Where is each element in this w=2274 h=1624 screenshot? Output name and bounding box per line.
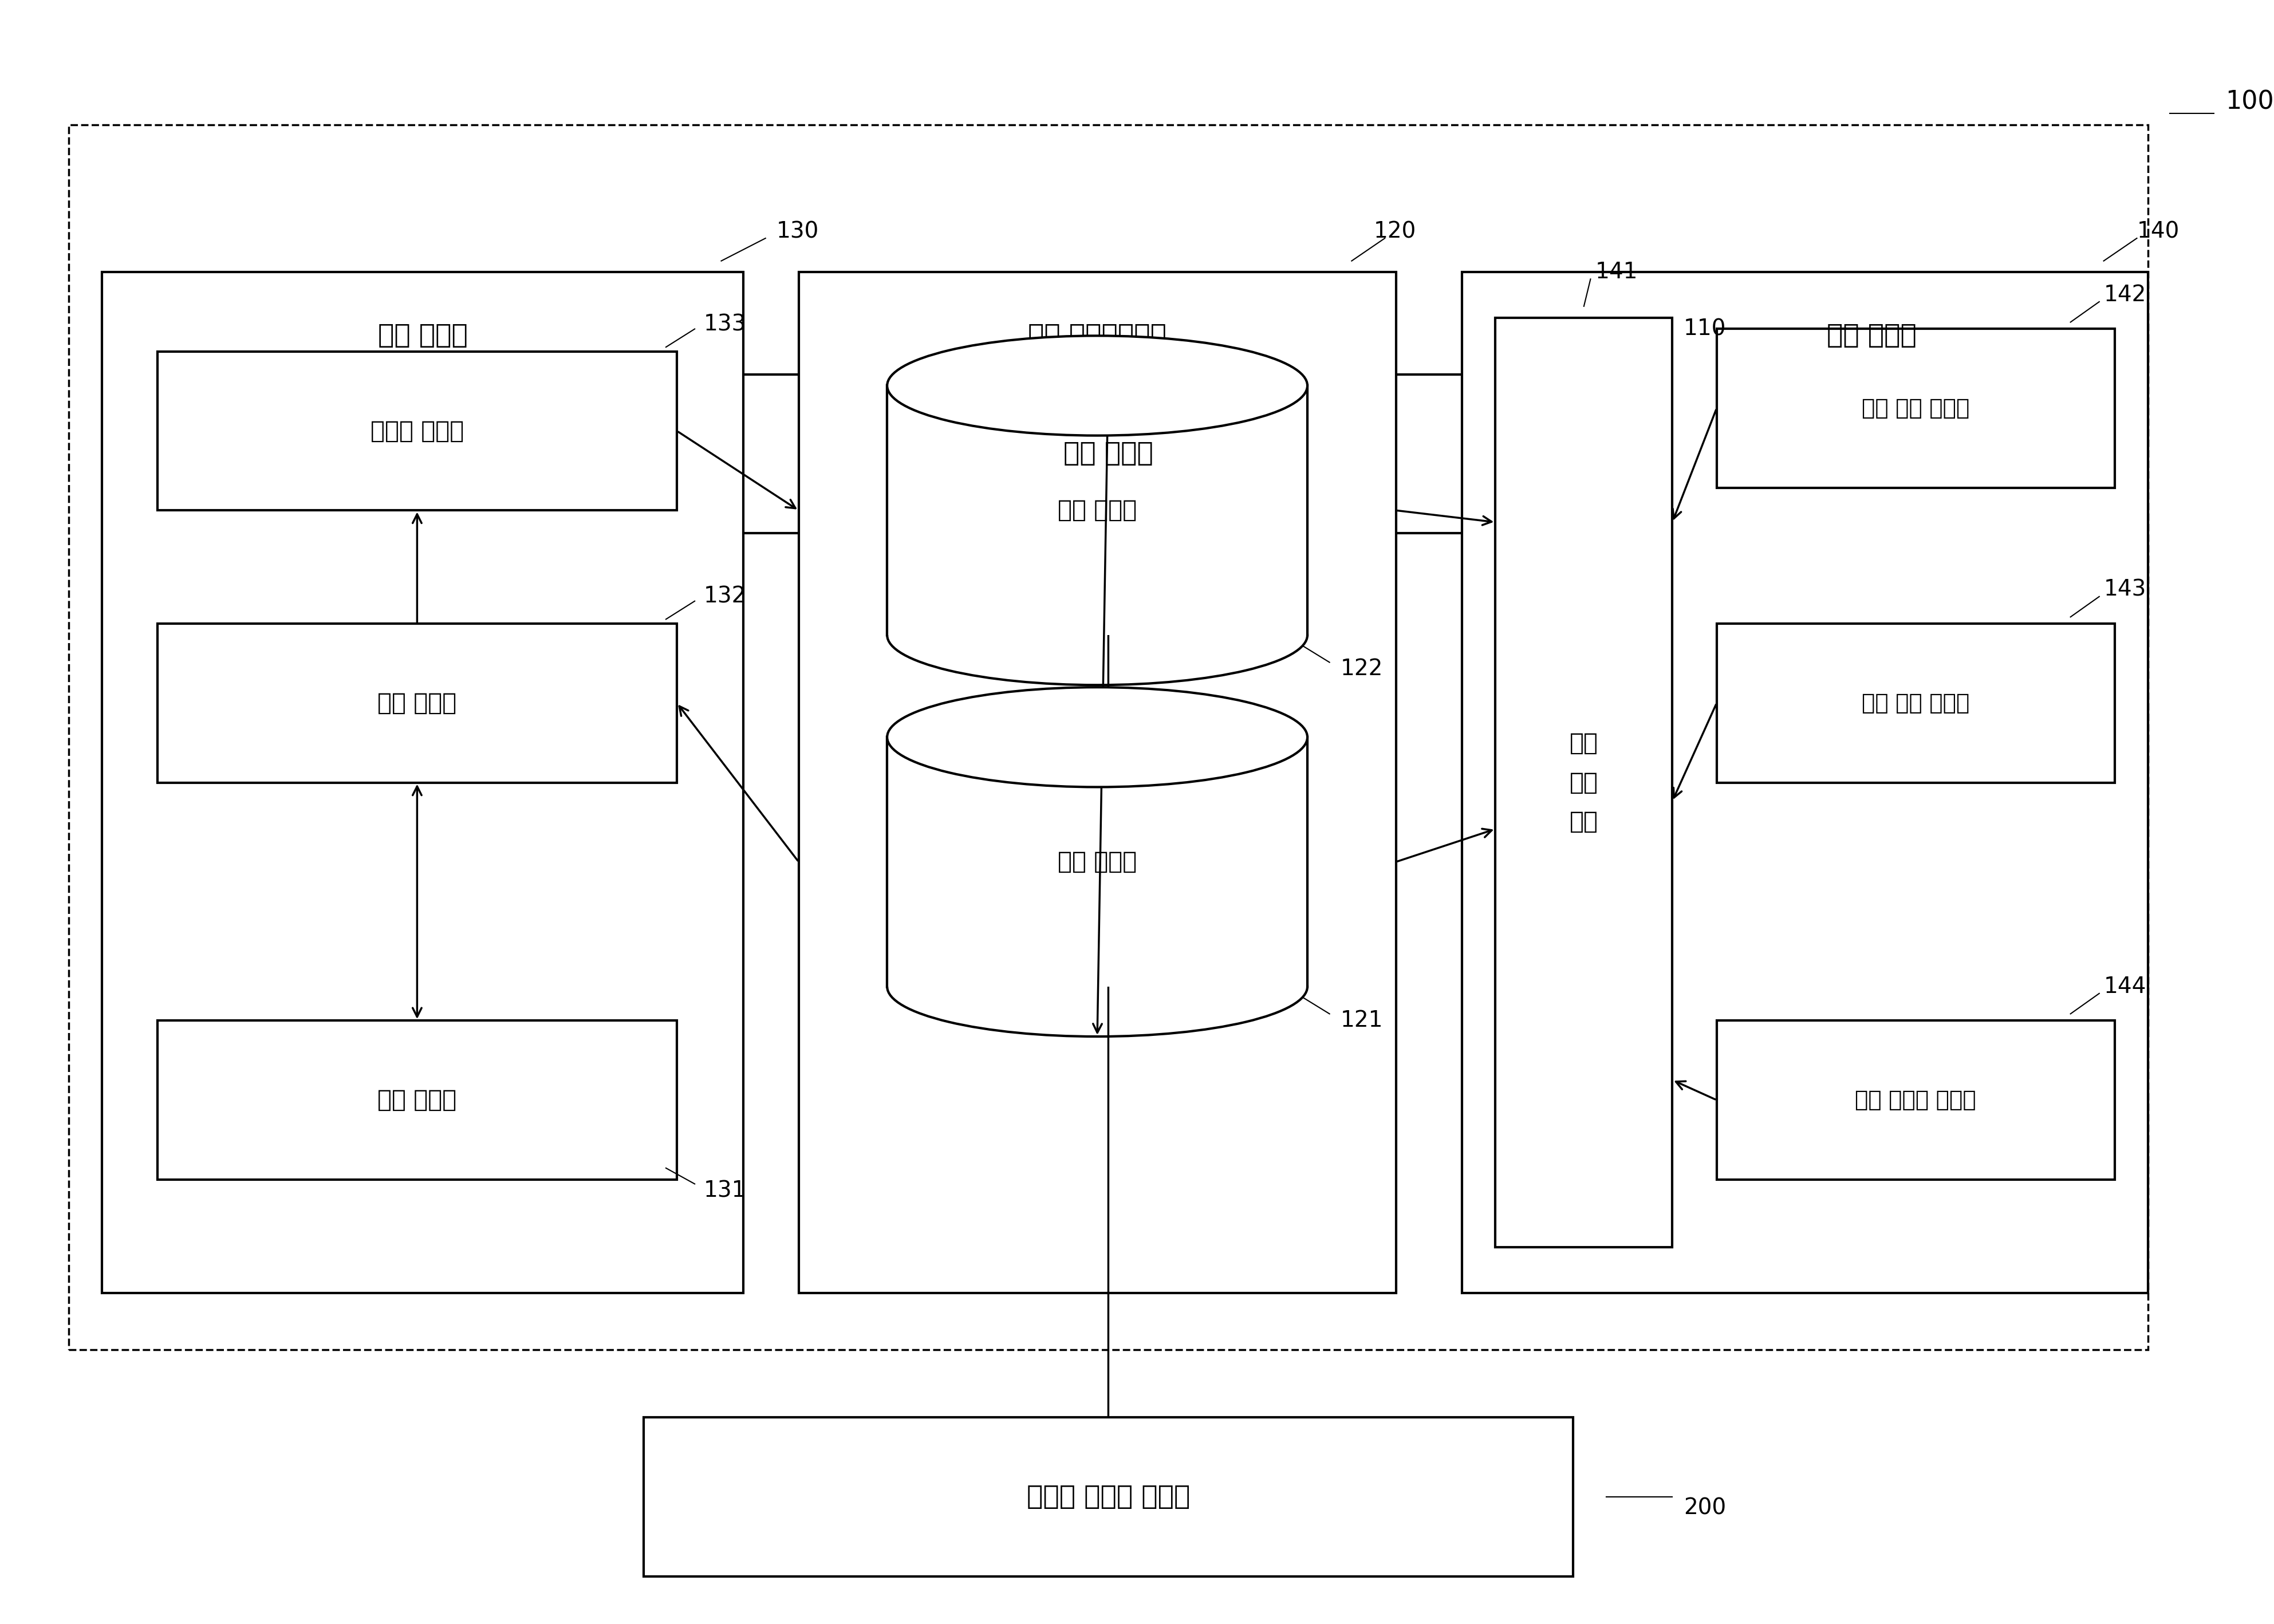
Bar <box>1717 330 2115 487</box>
Text: 110: 110 <box>1683 318 1726 339</box>
Bar <box>644 374 1574 533</box>
Bar <box>68 125 2149 1350</box>
Bar <box>1717 1020 2115 1179</box>
Text: 경로 인덱스: 경로 인덱스 <box>1057 499 1137 523</box>
Text: 122: 122 <box>1342 658 1383 680</box>
Text: 131: 131 <box>703 1181 746 1202</box>
Text: 경로 데이터: 경로 데이터 <box>1057 849 1137 874</box>
Text: 검색 정밀도 조정부: 검색 정밀도 조정부 <box>1856 1090 1976 1111</box>
Text: 133: 133 <box>703 313 746 335</box>
Text: 120: 120 <box>1373 221 1417 242</box>
Text: 140: 140 <box>2138 221 2178 242</box>
Text: 100: 100 <box>2226 89 2274 114</box>
Text: 경로 데이터베이스: 경로 데이터베이스 <box>1028 323 1167 349</box>
Bar <box>157 624 678 783</box>
Text: 143: 143 <box>2103 578 2147 601</box>
Ellipse shape <box>887 585 1308 685</box>
Text: 경로 분류부: 경로 분류부 <box>377 692 457 715</box>
Bar <box>1496 318 1671 1247</box>
Ellipse shape <box>887 937 1308 1036</box>
Text: 132: 132 <box>703 586 746 607</box>
Bar <box>102 273 744 1293</box>
Text: 경로 분석부: 경로 분석부 <box>377 323 468 349</box>
Ellipse shape <box>887 336 1308 435</box>
Ellipse shape <box>887 687 1308 788</box>
Text: 경로 추출부: 경로 추출부 <box>1064 440 1153 466</box>
Text: 144: 144 <box>2103 976 2147 997</box>
Bar <box>157 352 678 510</box>
Text: 141: 141 <box>1594 261 1637 283</box>
Text: 검색 경로 입력부: 검색 경로 입력부 <box>1862 398 1969 419</box>
Bar <box>798 273 1396 1293</box>
Bar <box>1462 273 2149 1293</box>
Text: 검색 조건 설정부: 검색 조건 설정부 <box>1862 692 1969 715</box>
Text: 142: 142 <box>2103 284 2147 305</box>
Bar <box>887 737 1308 987</box>
Bar <box>644 1418 1574 1577</box>
Text: 121: 121 <box>1342 1010 1383 1031</box>
Text: 경로 학습부: 경로 학습부 <box>377 1088 457 1112</box>
Text: 경로
검색
화면: 경로 검색 화면 <box>1569 731 1599 833</box>
Text: 200: 200 <box>1683 1497 1726 1518</box>
Bar <box>157 1020 678 1179</box>
Text: 고정형 카메라 시스템: 고정형 카메라 시스템 <box>1026 1484 1189 1510</box>
Bar <box>1717 624 2115 783</box>
Text: 인덱스 생성부: 인덱스 생성부 <box>371 419 464 443</box>
Bar <box>887 385 1308 635</box>
Text: 경로 분석부: 경로 분석부 <box>1826 323 1917 349</box>
Text: 130: 130 <box>775 221 819 242</box>
